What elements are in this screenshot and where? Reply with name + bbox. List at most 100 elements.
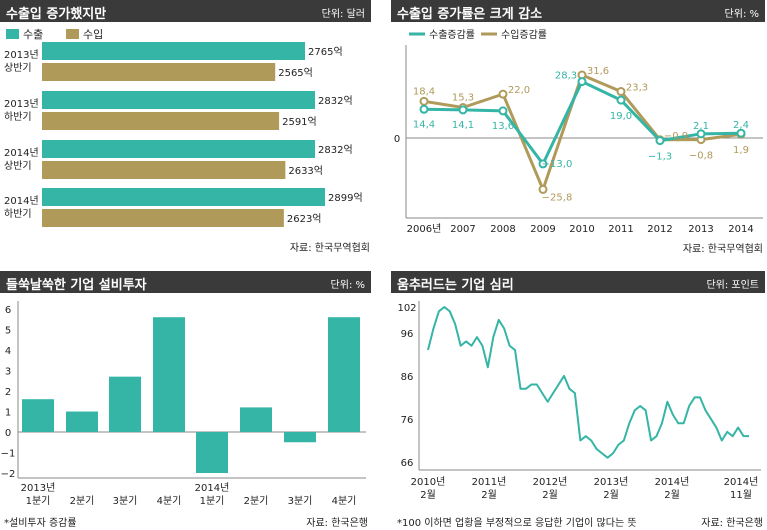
data-label: 13,6 (492, 121, 514, 132)
panel-title: 들쑥날쑥한 기업 설비투자 (6, 278, 147, 293)
category-label-year: 2014년 (4, 147, 39, 159)
series-point (498, 106, 508, 116)
data-label: 2633억 (288, 165, 323, 177)
series-point (655, 136, 665, 146)
series-point (736, 128, 746, 138)
series-point (538, 159, 548, 169)
data-label: 1,9 (733, 145, 749, 156)
panel-growth-rate: 수출입 증가률은 크게 감소 단위: % 수출증감률 수입증감률 0 2006년 200… (383, 0, 767, 262)
x-tick-label-year: 2011년 (472, 476, 507, 488)
y-tick-label: 2 (5, 387, 11, 398)
data-label: 2591억 (282, 116, 317, 128)
bar (22, 399, 54, 432)
y-tick-label: 0 (5, 428, 11, 439)
y-tick-label: 86 (401, 372, 414, 383)
series-point (696, 129, 706, 139)
legend-label: 수출 (23, 28, 43, 41)
x-tick-label: 2006년 (407, 223, 442, 235)
x-tick-label: 2014 (728, 224, 753, 235)
panel-title: 수출입 증가했지만 (6, 7, 107, 22)
series-point (616, 95, 626, 105)
data-label: 2832억 (318, 144, 353, 156)
bar (284, 432, 316, 443)
data-label: 2832억 (318, 95, 353, 107)
x-tick-label: 2009 (530, 224, 555, 235)
legend-swatch (66, 29, 79, 39)
x-tick-label: 2011 (608, 224, 633, 235)
x-tick-label: 2분기 (244, 495, 269, 507)
panel-title: 움추러드는 기업 심리 (397, 278, 514, 293)
y-tick-label: −2 (1, 469, 16, 480)
legend-label: 수출증감률 (429, 29, 475, 41)
footnote: *100 이하면 업황을 부정적으로 응답한 기업이 많다는 뜻 (397, 518, 637, 529)
series-point (498, 89, 508, 99)
data-label: 2,4 (733, 120, 749, 131)
source-label: 자료: 한국무역협회 (289, 243, 370, 254)
bar (153, 317, 185, 432)
category-label-year: 2013년 (4, 49, 39, 61)
bar (66, 411, 98, 432)
data-label: 2,1 (693, 121, 709, 132)
x-tick-label-month: 2월 (603, 489, 619, 501)
source-label: 자료: 한국은행 (701, 518, 763, 529)
data-label: 14,1 (452, 120, 474, 131)
x-tick-label: 3분기 (288, 495, 313, 507)
data-label: −25,8 (542, 192, 573, 203)
x-tick-label-year: 2014년 (195, 482, 230, 494)
data-label: −1,3 (648, 152, 672, 163)
data-label: 22,0 (508, 85, 530, 96)
unit-label: 단위: 포인트 (706, 280, 759, 291)
x-tick-label-month: 2월 (542, 489, 558, 501)
data-label: 18,4 (413, 86, 435, 97)
x-tick-label: 2013 (688, 224, 713, 235)
growth-rate-line-chart: 수출증감률 수입증감률 0 2006년 2007 2008 2009 2010 2011 2012… (394, 28, 763, 235)
data-label: 19,0 (610, 111, 632, 122)
x-tick-label-month: 2월 (664, 489, 680, 501)
sentiment-line-chart: 102968676662010년2월2011년2월2012년2월2013년2월2… (397, 301, 761, 501)
source-label: 자료: 한국무역협회 (682, 244, 763, 255)
category-label-half: 상반기 (4, 160, 32, 172)
x-tick-label: 4분기 (332, 495, 357, 507)
unit-label: 단위: % (724, 9, 759, 20)
y-tick-label: −1 (1, 449, 16, 460)
x-tick-label: 3분기 (113, 495, 138, 507)
bar-export (42, 42, 306, 60)
series-point (538, 184, 548, 194)
y-tick-label: 1 (5, 408, 11, 419)
data-label: 14,4 (413, 119, 435, 130)
series-point (577, 77, 587, 87)
data-label: −0,8 (689, 151, 713, 162)
legend-label: 수입증감률 (501, 28, 547, 41)
data-label: 2899억 (328, 192, 363, 204)
bar (109, 376, 141, 432)
unit-label: 단위: % (330, 280, 365, 291)
bar-export (42, 140, 316, 158)
y-tick-label: 0 (394, 134, 400, 145)
y-tick-label: 4 (5, 346, 11, 357)
category-label-half: 상반기 (4, 62, 32, 74)
bar (196, 432, 228, 473)
series-point (419, 96, 429, 106)
export-import-bar-chart: 수출 수입2013년상반기2765억2565억2013년하반기2832억2591억… (4, 28, 363, 227)
x-tick-label: 1분기 (200, 495, 225, 507)
panel-export-import: 수출입 증가했지만 단위: 달러 수출 수입 2013년 상반기 2765억 2565억 2… (0, 0, 384, 262)
x-tick-label-year: 2010년 (411, 476, 446, 488)
x-tick-label-year: 2013년 (594, 476, 629, 488)
x-tick-label-month: 2월 (481, 489, 497, 501)
data-label: 15,3 (452, 92, 474, 103)
panel-header: 수출입 증가률은 크게 감소 단위: % (391, 0, 765, 22)
data-label: 28,3 (555, 71, 577, 82)
bar-export (42, 91, 316, 109)
series-line (427, 306, 749, 459)
series-point (458, 105, 468, 115)
y-tick-label: 96 (401, 329, 414, 340)
data-label: 2623억 (287, 213, 322, 225)
bar (240, 407, 272, 432)
data-label: −13,0 (542, 159, 573, 170)
x-tick-label: 4분기 (157, 495, 182, 507)
x-tick-label: 2008 (490, 224, 515, 235)
source-label: 자료: 한국은행 (306, 518, 368, 529)
x-tick-label-year: 2014년 (724, 476, 759, 488)
x-tick-label: 2007 (450, 224, 475, 235)
